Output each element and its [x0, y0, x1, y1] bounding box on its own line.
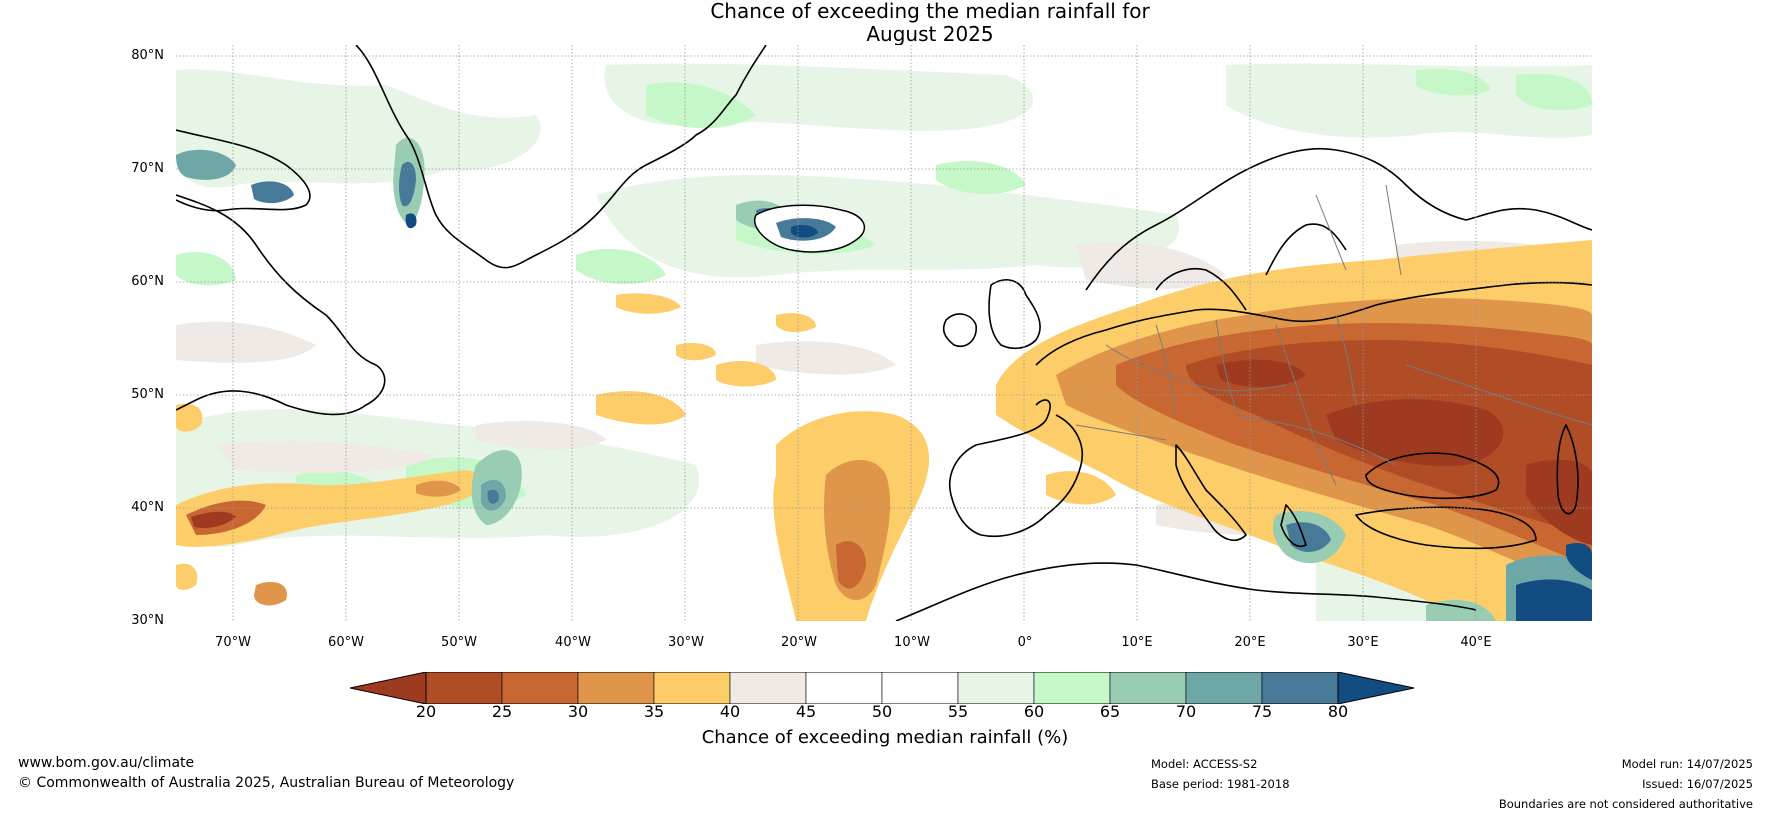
lon-label-30w: 30°W — [668, 635, 704, 650]
footer-copyright: © Commonwealth of Australia 2025, Austra… — [18, 775, 515, 791]
colorbar-swatches — [350, 672, 1415, 704]
colorbar-tick-50: 50 — [871, 702, 893, 721]
lon-label-20w: 20°W — [781, 635, 817, 650]
colorbar-swatch-60-65 — [1033, 672, 1111, 704]
lat-label-50n: 50°N — [131, 387, 164, 402]
colorbar-tick-80: 80 — [1327, 702, 1349, 721]
map-title: Chance of exceeding the median rainfall … — [0, 0, 1770, 46]
colorbar-swatch-75-80 — [1261, 672, 1339, 704]
colorbar-label: Chance of exceeding median rainfall (%) — [701, 727, 1069, 748]
lon-label-60w: 60°W — [328, 635, 364, 650]
colorbar-swatch-70-75 — [1185, 672, 1263, 704]
lon-label-40w: 40°W — [555, 635, 591, 650]
lat-label-60n: 60°N — [131, 274, 164, 289]
lon-label-0: 0° — [1017, 635, 1033, 650]
colorbar-swatch-40-45 — [729, 672, 807, 704]
strong-wet-areas — [176, 137, 1592, 621]
dry-signal-west-atlantic — [176, 403, 484, 606]
footer-disclaimer: Boundaries are not considered authoritat… — [1498, 797, 1753, 811]
colorbar-tick-25: 25 — [491, 702, 513, 721]
footer-issued: Issued: 16/07/2025 — [1642, 777, 1753, 791]
colorbar-tick-35: 35 — [643, 702, 665, 721]
title-line-1: Chance of exceeding the median rainfall … — [710, 0, 1150, 23]
graticule — [176, 45, 1592, 621]
lon-label-10e: 10°E — [1121, 635, 1153, 650]
colorbar-tick-40: 40 — [719, 702, 741, 721]
colorbar-swatch-65-70 — [1109, 672, 1187, 704]
footer-base-period: Base period: 1981-2018 — [1151, 777, 1290, 791]
lon-label-20e: 20°E — [1234, 635, 1266, 650]
colorbar-tick-65: 65 — [1099, 702, 1121, 721]
footer-model: Model: ACCESS-S2 — [1151, 757, 1258, 771]
lat-label-70n: 70°N — [131, 161, 164, 176]
colorbar-tick-30: 30 — [567, 702, 589, 721]
footer-website: www.bom.gov.au/climate — [18, 755, 195, 771]
colorbar-swatch-30-35 — [577, 672, 655, 704]
colorbar-tick-20: 20 — [415, 702, 437, 721]
dry-signal-atlantic — [596, 293, 1116, 621]
colorbar-swatch-50-55 — [881, 672, 959, 704]
colorbar-swatch-25-30 — [501, 672, 579, 704]
colorbar-swatch-55-60 — [957, 672, 1035, 704]
lon-label-40e: 40°E — [1460, 635, 1492, 650]
colorbar — [350, 672, 1415, 704]
colorbar-swatch-45-50 — [805, 672, 883, 704]
colorbar-tick-45: 45 — [795, 702, 817, 721]
colorbar-extend-high — [1337, 672, 1415, 704]
colorbar-tick-70: 70 — [1175, 702, 1197, 721]
footer-model-run: Model run: 14/07/2025 — [1621, 757, 1753, 771]
colorbar-swatch-20-25 — [425, 672, 503, 704]
dry-signal-europe — [996, 240, 1592, 621]
lon-label-50w: 50°W — [441, 635, 477, 650]
map-svg — [176, 45, 1592, 621]
colorbar-extend-low — [350, 672, 427, 704]
colorbar-tick-60: 60 — [1023, 702, 1045, 721]
lat-label-40n: 40°N — [131, 500, 164, 515]
coastlines — [176, 45, 1592, 621]
title-line-2: August 2025 — [866, 22, 994, 46]
colorbar-tick-75: 75 — [1251, 702, 1273, 721]
lat-label-30n: 30°N — [131, 613, 164, 628]
lon-label-70w: 70°W — [215, 635, 251, 650]
colorbar-frame — [425, 672, 1339, 704]
lon-label-30e: 30°E — [1347, 635, 1379, 650]
lat-label-80n: 80°N — [131, 48, 164, 63]
colorbar-swatch-35-40 — [653, 672, 731, 704]
rainfall-outlook-map — [176, 45, 1592, 621]
lon-label-10w: 10°W — [894, 635, 930, 650]
colorbar-tick-55: 55 — [947, 702, 969, 721]
